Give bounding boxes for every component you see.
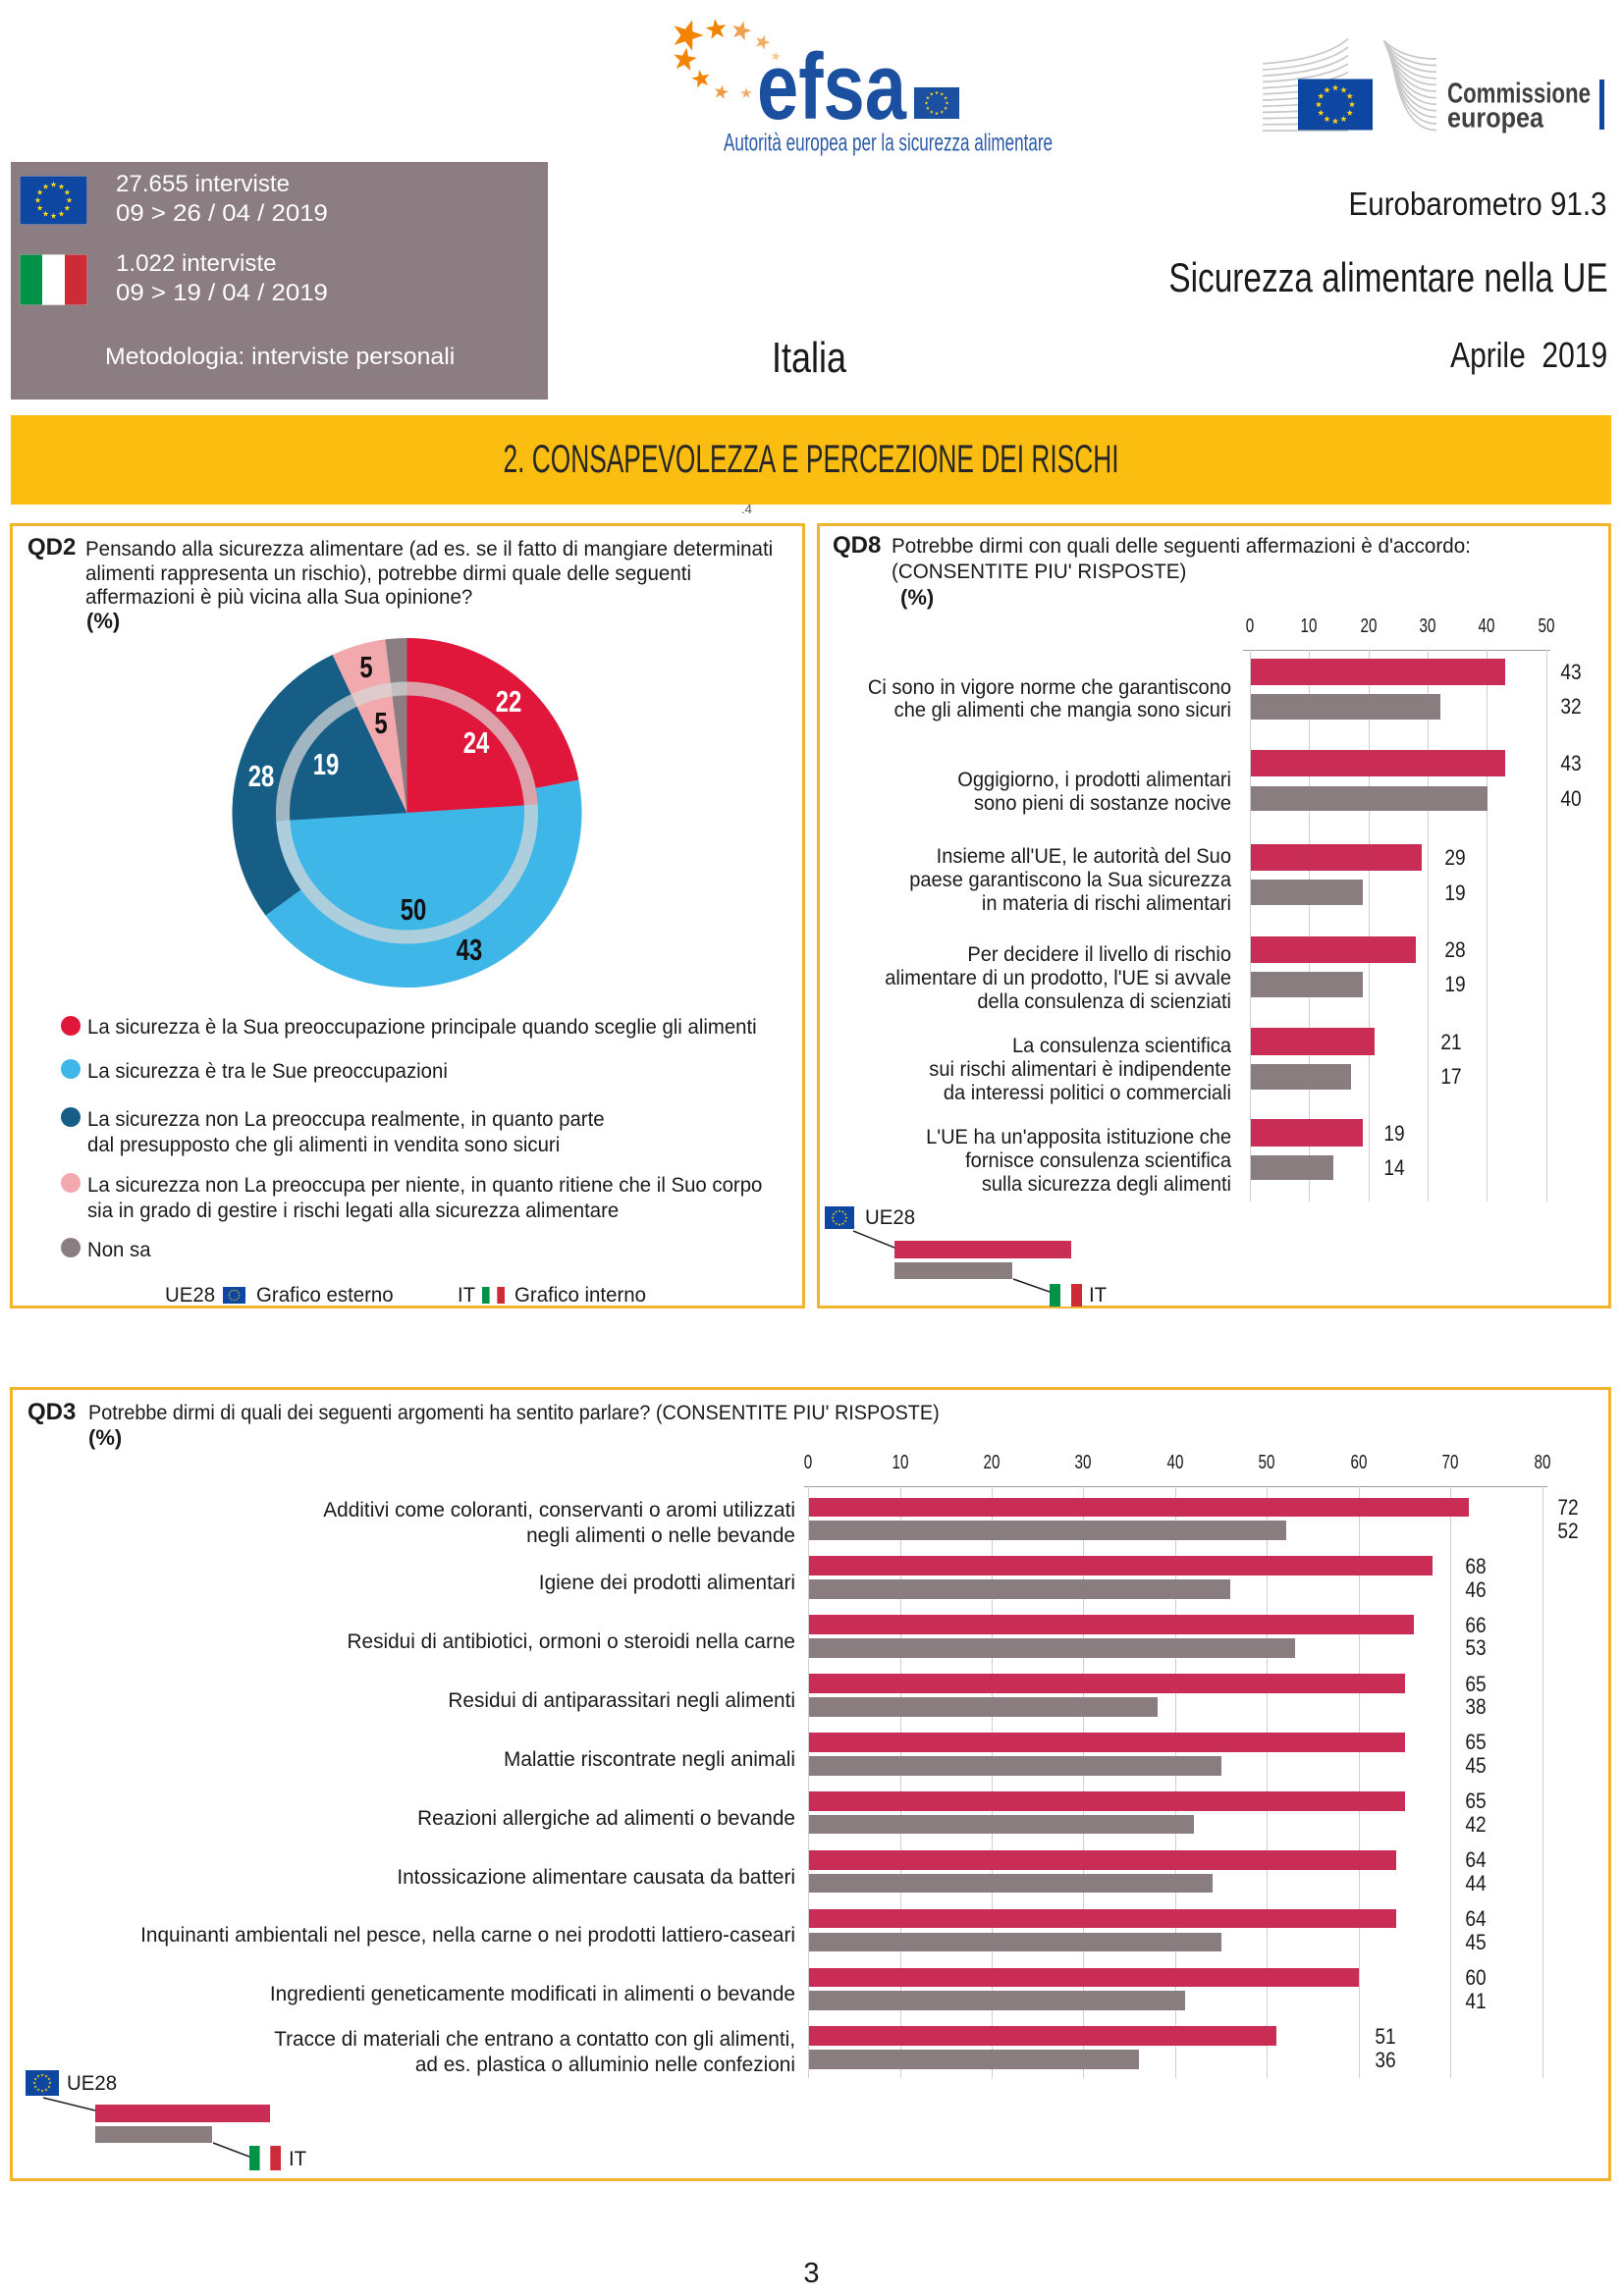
svg-text:2. CONSAPEVOLEZZA E PERCEZIONE: 2. CONSAPEVOLEZZA E PERCEZIONE DEI RISCH… — [504, 438, 1119, 481]
svg-text:efsa: efsa — [757, 34, 906, 139]
svg-text:Autorità europea per la sicure: Autorità europea per la sicurezza alimen… — [724, 130, 1053, 157]
svg-text:Commissione: Commissione — [1447, 79, 1591, 110]
svg-text:europea: europea — [1447, 103, 1544, 134]
